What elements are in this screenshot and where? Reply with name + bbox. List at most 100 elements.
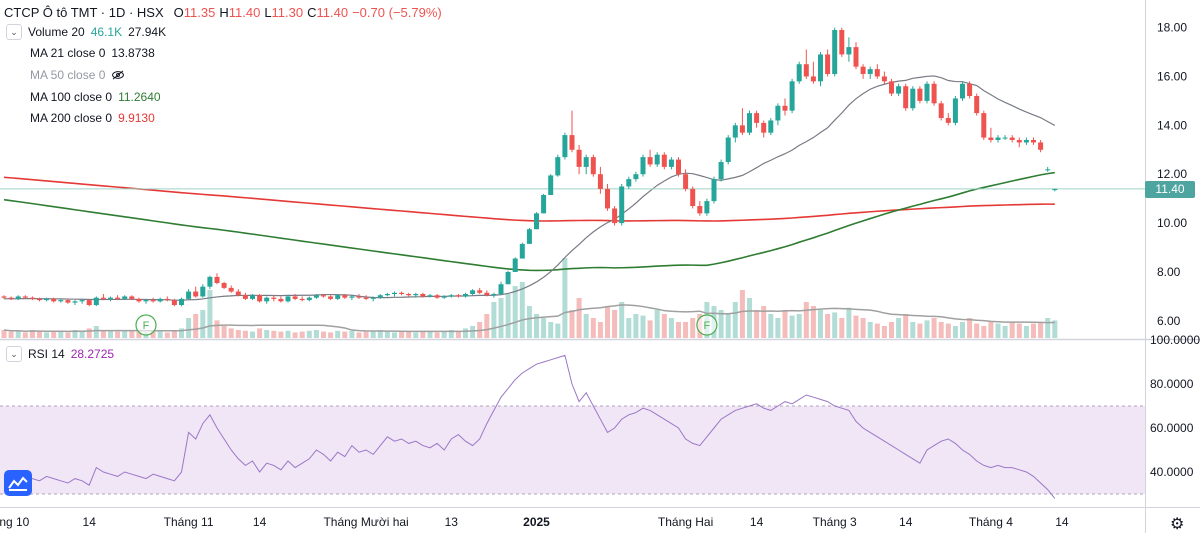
candle-body: [100, 297, 106, 299]
candle-body: [832, 30, 838, 74]
candle-body: [782, 105, 788, 111]
candle-body: [37, 298, 42, 301]
candle-body: [697, 206, 703, 214]
candle-body: [221, 283, 227, 288]
candle-body: [945, 118, 951, 123]
ma200-legend[interactable]: MA 200 close 0 9.9130: [30, 108, 161, 128]
volume-bar: [150, 330, 156, 338]
gear-icon[interactable]: ⚙: [1170, 516, 1185, 533]
price-tick-label: 16.00: [1157, 69, 1187, 83]
volume-bar: [633, 314, 639, 338]
candle-body: [839, 30, 845, 55]
symbol-title[interactable]: CTCP Ô tô TMT · 1D · HSX: [4, 4, 164, 20]
volume-bar: [8, 331, 14, 338]
ma100-legend[interactable]: MA 100 close 0 11.2640: [30, 87, 167, 107]
volume-bar: [512, 286, 518, 338]
tradingview-logo-icon[interactable]: [4, 470, 32, 496]
volume-bar: [931, 318, 937, 338]
candle-body: [328, 296, 334, 299]
volume-bar: [214, 320, 220, 338]
candle-body: [228, 287, 234, 292]
volume-bar: [51, 330, 57, 338]
ma100-line: [3, 171, 1055, 272]
candle-body: [754, 113, 760, 123]
volume-bar: [235, 330, 241, 338]
volume-ma-value: 27.94K: [128, 25, 167, 39]
volume-bar: [548, 322, 554, 338]
candle-body: [910, 88, 916, 109]
candle-body: [335, 295, 341, 299]
change-value: −0.70 (−5.79%): [352, 4, 442, 20]
candle-body: [463, 294, 468, 297]
volume-bar: [420, 330, 426, 338]
volume-bar: [796, 314, 802, 338]
candle-body: [981, 113, 987, 138]
price-tick-label: 18.00: [1157, 21, 1187, 35]
ma21-legend[interactable]: MA 21 close 0 13.8738: [30, 43, 161, 63]
eye-hidden-icon[interactable]: [111, 70, 125, 80]
candle-body: [29, 297, 35, 299]
volume-bar: [179, 328, 184, 338]
chevron-down-icon[interactable]: ⌄: [6, 24, 22, 40]
candle-body: [399, 292, 405, 294]
volume-bar: [960, 322, 965, 338]
volume-bar: [65, 332, 71, 338]
volume-bar: [384, 331, 390, 338]
candle-body: [342, 295, 348, 298]
volume-bar: [718, 310, 724, 338]
price-tick-label: 14.00: [1157, 118, 1187, 132]
candle-body: [491, 294, 497, 296]
candle-body: [562, 135, 568, 158]
volume-bar: [619, 302, 625, 338]
candle-body: [818, 54, 823, 82]
volume-bar: [292, 332, 298, 338]
candle-body: [747, 113, 752, 133]
volume-bar: [938, 322, 944, 338]
volume-bar: [853, 315, 859, 338]
candle-body: [1009, 137, 1015, 140]
candle-body: [1002, 137, 1008, 139]
volume-bar: [739, 290, 745, 338]
candle-body: [931, 83, 937, 104]
close-label: C: [307, 4, 317, 20]
candle-body: [640, 157, 646, 175]
volume-bar: [100, 330, 106, 338]
volume-legend[interactable]: ⌄ Volume 20 46.1K 27.94K: [6, 22, 172, 42]
volume-bar: [129, 330, 135, 338]
volume-bar: [867, 322, 873, 338]
candle-body: [179, 298, 184, 305]
volume-bar: [86, 328, 92, 338]
volume-bar: [264, 330, 270, 338]
candle-body: [690, 188, 696, 206]
candle-body: [1, 296, 7, 298]
candle-body: [58, 300, 64, 302]
volume-bar: [363, 331, 369, 338]
volume-bar: [889, 322, 894, 338]
time-tick-label: 13: [445, 515, 459, 529]
volume-bar: [399, 330, 405, 338]
chevron-down-icon[interactable]: ⌄: [6, 346, 22, 362]
candle-body: [72, 301, 78, 303]
candle-body: [1045, 169, 1051, 171]
rsi-legend[interactable]: ⌄ RSI 14 28.2725: [6, 344, 120, 364]
volume-bar: [555, 323, 561, 338]
candle-body: [171, 300, 177, 305]
ma50-legend[interactable]: MA 50 close 0: [30, 65, 125, 85]
volume-bar: [661, 314, 667, 338]
volume-bar: [647, 320, 653, 338]
volume-bar: [832, 312, 838, 338]
volume-bar: [484, 314, 490, 338]
volume-bar: [668, 318, 674, 338]
time-tick-label: 14: [1055, 515, 1069, 529]
volume-bar: [306, 330, 312, 338]
volume-bar: [93, 326, 99, 338]
volume-bar: [321, 331, 326, 338]
volume-bar: [108, 330, 113, 338]
volume-bar: [952, 326, 958, 338]
candle-body: [505, 272, 511, 285]
candle-body: [960, 83, 965, 99]
volume-bar: [122, 330, 128, 338]
candle-body: [235, 291, 241, 296]
volume-bar: [768, 314, 774, 338]
